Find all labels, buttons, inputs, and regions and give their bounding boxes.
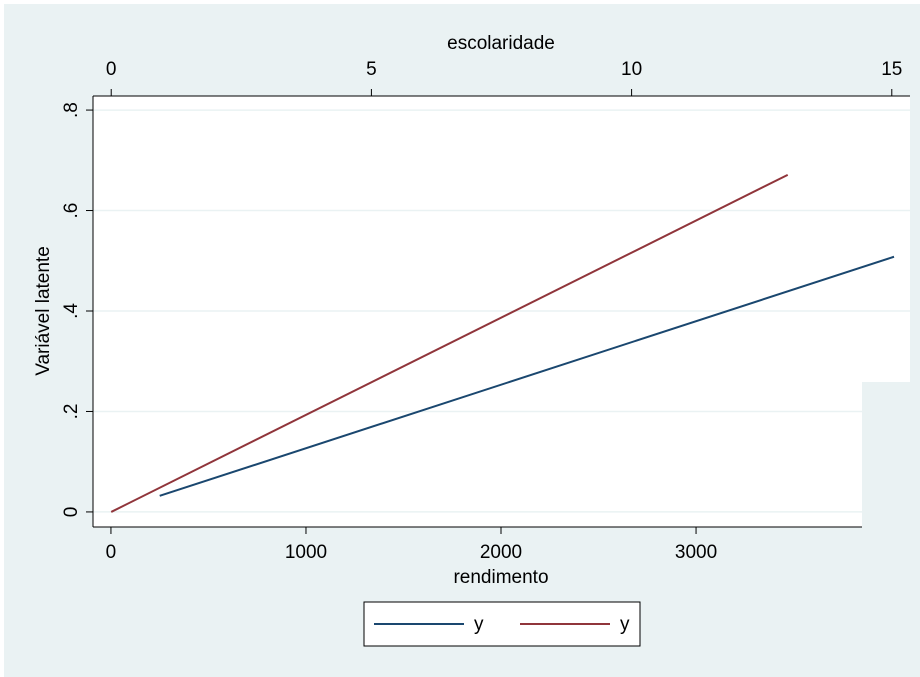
x2-tick-label: 5 <box>366 59 377 80</box>
x-axis-title: rendimento <box>453 567 548 588</box>
x-tick-label: 3000 <box>675 542 717 563</box>
legend-label: y <box>620 614 630 635</box>
x-tick-label: 1000 <box>285 542 327 563</box>
x2-axis-title: escolaridade <box>447 33 555 54</box>
x2-tick-label: 15 <box>881 59 902 80</box>
x-tick-label: 0 <box>106 542 117 563</box>
legend-label: y <box>474 614 484 635</box>
marks <box>110 173 895 513</box>
y-tick-label: .4 <box>61 303 82 319</box>
x2-tick-label: 0 <box>106 59 117 80</box>
x-tick-label: 2000 <box>480 542 522 563</box>
x2-tick-label: 10 <box>621 59 642 80</box>
y-tick-label: .2 <box>61 404 82 420</box>
line <box>159 255 895 497</box>
overlapping-window <box>862 382 920 677</box>
y-axis-title: Variável latente <box>33 246 54 376</box>
y-tick-label: .8 <box>61 102 82 118</box>
line <box>110 173 789 513</box>
y-tick-label: .6 <box>61 203 82 219</box>
grid <box>86 89 910 534</box>
y-tick-label: 0 <box>61 507 82 518</box>
